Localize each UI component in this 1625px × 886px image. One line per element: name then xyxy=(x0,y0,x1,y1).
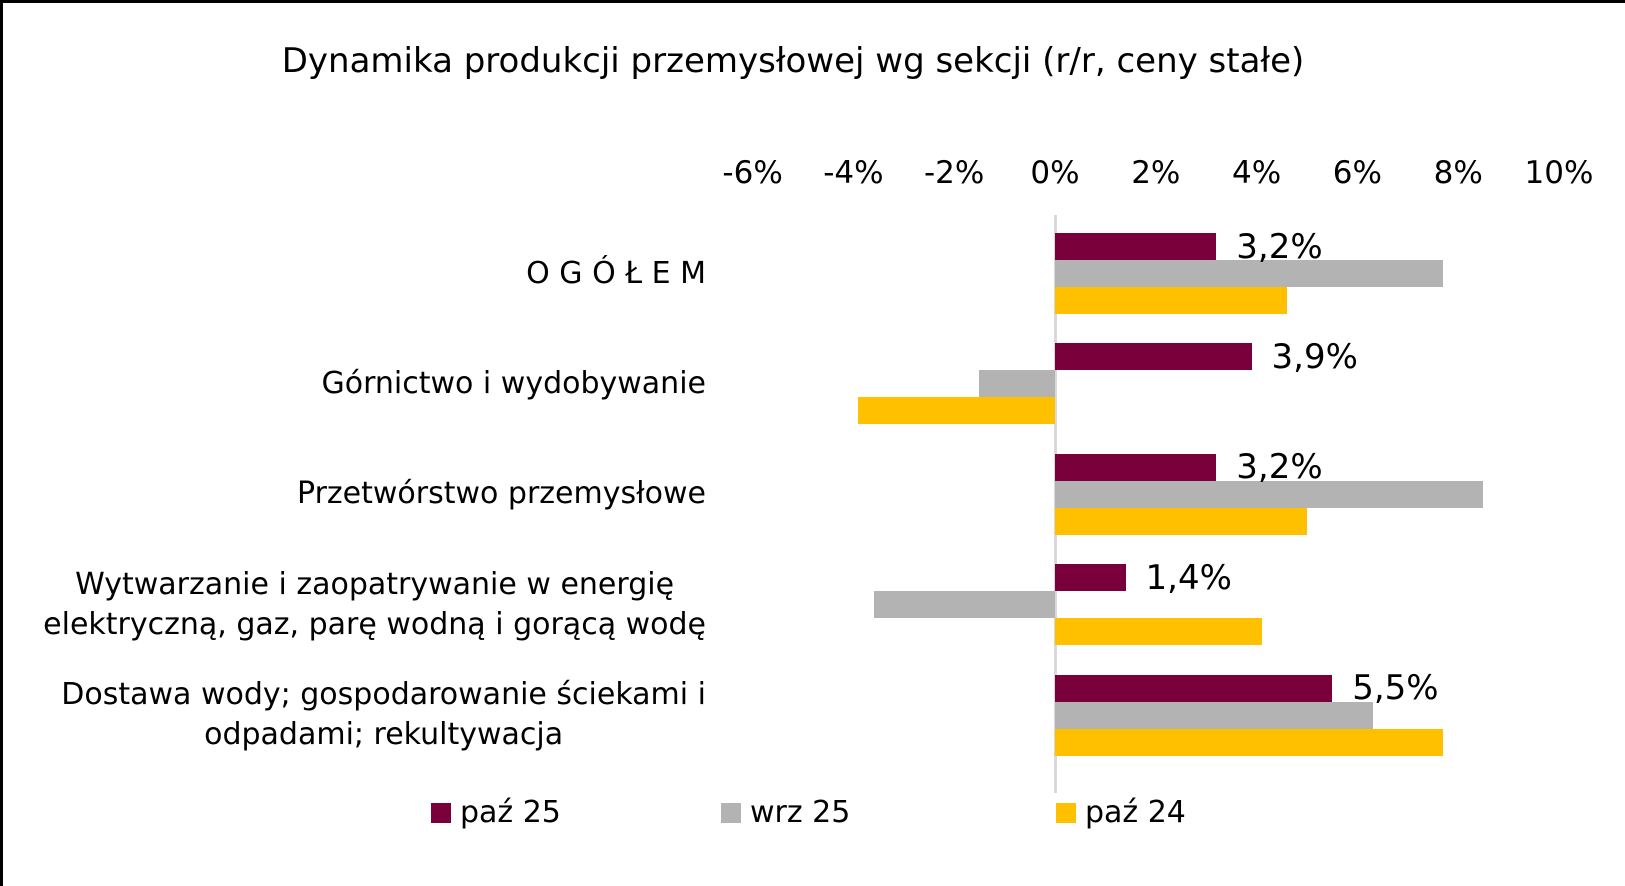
bar-value-label: 1,4% xyxy=(1145,557,1232,598)
legend-item-wrz-25: wrz 25 xyxy=(721,795,850,830)
legend-label: wrz 25 xyxy=(750,795,851,830)
category-label: Przetwórstwo przemysłowe xyxy=(297,476,706,512)
category-label: Górnictwo i wydobywanie xyxy=(321,365,706,401)
x-axis-tick-label: -2% xyxy=(924,155,985,191)
x-axis-tick-label: 8% xyxy=(1433,155,1483,191)
chart-title: Dynamika produkcji przemysłowej wg sekcj… xyxy=(281,41,1305,81)
x-axis-tick-label: 6% xyxy=(1332,155,1382,191)
bar-paź-25-cat1 xyxy=(1055,343,1252,371)
legend-swatch-icon xyxy=(1056,802,1076,823)
legend-swatch-icon xyxy=(721,802,741,823)
bar-paź-25-cat2 xyxy=(1055,453,1217,481)
bar-paź-25-cat0 xyxy=(1055,233,1217,260)
bar-paź-24-cat2 xyxy=(1055,507,1307,535)
x-axis-tick-label: 0% xyxy=(1030,155,1080,191)
x-axis-tick-label: 2% xyxy=(1131,155,1181,191)
x-axis-tick-label: 10% xyxy=(1524,155,1594,191)
bar-wrz-25-cat4 xyxy=(1055,701,1373,729)
category-label: O G Ó Ł E M xyxy=(526,255,706,291)
legend-item-paź-25: paź 25 xyxy=(431,795,561,830)
bar-wrz-25-cat3 xyxy=(873,591,1055,619)
bar-paź-24-cat0 xyxy=(1055,287,1287,314)
bar-value-label: 5,5% xyxy=(1352,668,1439,709)
x-axis-tick-label: 4% xyxy=(1232,155,1282,191)
bar-value-label: 3,2% xyxy=(1236,447,1323,488)
legend-label: paź 24 xyxy=(1085,795,1186,830)
bar-value-label: 3,2% xyxy=(1236,226,1323,267)
legend-label: paź 25 xyxy=(460,795,561,830)
bar-paź-24-cat1 xyxy=(858,397,1055,425)
category-label: Dostawa wody; gospodarowanie ściekami i … xyxy=(61,677,706,753)
bar-paź-25-cat4 xyxy=(1055,674,1333,702)
x-axis-tick-label: -6% xyxy=(722,155,783,191)
bar-paź-25-cat3 xyxy=(1055,564,1126,592)
bar-wrz-25-cat0 xyxy=(1055,260,1444,287)
legend-swatch-icon xyxy=(431,802,451,823)
bar-paź-24-cat4 xyxy=(1055,728,1444,756)
category-label: Wytwarzanie i zaopatrywanie w energię el… xyxy=(43,566,706,642)
bar-value-label: 3,9% xyxy=(1271,336,1358,377)
bar-paź-24-cat3 xyxy=(1055,618,1262,646)
x-axis-tick-label: -4% xyxy=(823,155,884,191)
legend-item-paź-24: paź 24 xyxy=(1056,795,1186,830)
bar-wrz-25-cat2 xyxy=(1055,480,1484,508)
bar-wrz-25-cat1 xyxy=(979,370,1055,398)
